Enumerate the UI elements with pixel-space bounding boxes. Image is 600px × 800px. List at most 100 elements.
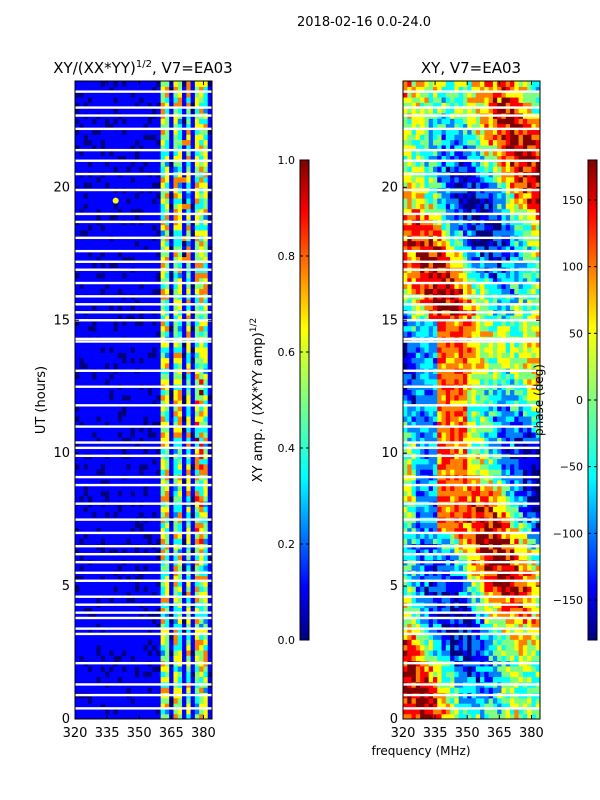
missing-data-row (75, 337, 212, 341)
heatmap-cell (514, 633, 520, 640)
heatmap-cell (190, 713, 196, 719)
heatmap-cell (104, 586, 110, 592)
heatmap-cell (109, 176, 115, 183)
heatmap-cell (134, 288, 140, 295)
heatmap-cell (113, 256, 119, 263)
heatmap-cell (96, 123, 102, 130)
heatmap-cell (83, 346, 89, 353)
heatmap-cell (177, 612, 183, 619)
heatmap-cell (194, 665, 200, 672)
heatmap-cell (134, 596, 140, 603)
heatmap-cell (437, 580, 443, 587)
heatmap-cell (122, 617, 127, 624)
heatmap-cell (484, 655, 490, 662)
heatmap-cell (130, 633, 136, 640)
heatmap-cell (143, 703, 149, 709)
heatmap-cell (79, 633, 85, 640)
heatmap-cell (75, 197, 80, 204)
heatmap-cell (403, 644, 408, 651)
heatmap-cell (510, 586, 515, 592)
heatmap-cell (497, 580, 503, 587)
heatmap-cell (190, 176, 196, 183)
heatmap-cell (126, 357, 132, 364)
heatmap-cell (182, 357, 187, 364)
heatmap-cell (445, 687, 451, 694)
heatmap-cell (203, 144, 209, 151)
heatmap-cell (92, 687, 98, 694)
heatmap-cell (147, 617, 153, 624)
heatmap-cell (134, 139, 140, 146)
heatmap-cell (186, 431, 192, 438)
heatmap-cell (182, 330, 187, 337)
heatmap-cell (122, 81, 127, 87)
heatmap-cell (92, 160, 98, 167)
heatmap-cell (147, 703, 153, 709)
heatmap-cell (518, 575, 524, 582)
heatmap-cell (100, 506, 106, 513)
heatmap-cell (87, 596, 93, 603)
heatmap-cell (156, 431, 162, 438)
heatmap-cell (87, 506, 93, 513)
heatmap-cell (160, 182, 166, 188)
heatmap-cell (143, 415, 149, 422)
heatmap-cell (113, 155, 119, 162)
heatmap-cell (164, 272, 170, 279)
heatmap-cell (79, 607, 85, 614)
heatmap-cell (160, 633, 166, 640)
heatmap-cell (122, 118, 127, 125)
heatmap-cell (152, 182, 157, 188)
heatmap-cell (173, 272, 179, 279)
heatmap-cell (109, 378, 115, 385)
heatmap-cell (134, 160, 140, 167)
heatmap-cell (130, 676, 136, 683)
heatmap-cell (92, 352, 98, 359)
heatmap-cell (484, 633, 490, 640)
heatmap-cell (147, 586, 153, 592)
heatmap-cell (104, 665, 110, 672)
heatmap-cell (117, 240, 123, 247)
heatmap-cell (169, 160, 175, 167)
heatmap-cell (164, 192, 170, 199)
heatmap-cell (186, 458, 192, 465)
heatmap-cell (126, 102, 132, 109)
heatmap-cell (177, 203, 183, 210)
heatmap-cell (96, 150, 102, 157)
heatmap-cell (450, 607, 455, 614)
heatmap-cell (415, 628, 421, 635)
heatmap-cell (501, 708, 507, 715)
heatmap-cell (109, 208, 115, 215)
heatmap-cell (100, 128, 106, 135)
heatmap-cell (83, 150, 89, 157)
heatmap-cell (92, 96, 98, 103)
heatmap-cell (531, 591, 537, 598)
heatmap-cell (79, 639, 85, 646)
heatmap-cell (96, 298, 102, 305)
heatmap-cell (156, 277, 162, 284)
heatmap-cell (117, 437, 123, 444)
heatmap-cell (100, 655, 106, 662)
heatmap-cell (182, 628, 187, 635)
heatmap-cell (75, 580, 80, 587)
heatmap-cell (117, 506, 123, 513)
heatmap-cell (169, 203, 175, 210)
heatmap-cell (432, 639, 438, 646)
heatmap-cell (92, 144, 98, 151)
heatmap-cell (480, 628, 485, 635)
heatmap-cell (160, 703, 166, 709)
heatmap-cell (126, 128, 132, 135)
heatmap-cell (182, 81, 187, 87)
heatmap-cell (139, 123, 145, 130)
heatmap-cell (109, 703, 115, 709)
heatmap-cell (117, 644, 123, 651)
heatmap-cell (484, 703, 490, 709)
heatmap-cell (194, 320, 200, 327)
heatmap-cell (173, 532, 179, 539)
heatmap-cell (143, 617, 149, 624)
heatmap-cell (497, 628, 503, 635)
heatmap-cell (518, 676, 524, 683)
heatmap-cell (113, 649, 119, 656)
heatmap-cell (488, 575, 494, 582)
heatmap-cell (139, 400, 145, 406)
heatmap-cell (518, 671, 524, 678)
heatmap-cell (177, 134, 183, 141)
